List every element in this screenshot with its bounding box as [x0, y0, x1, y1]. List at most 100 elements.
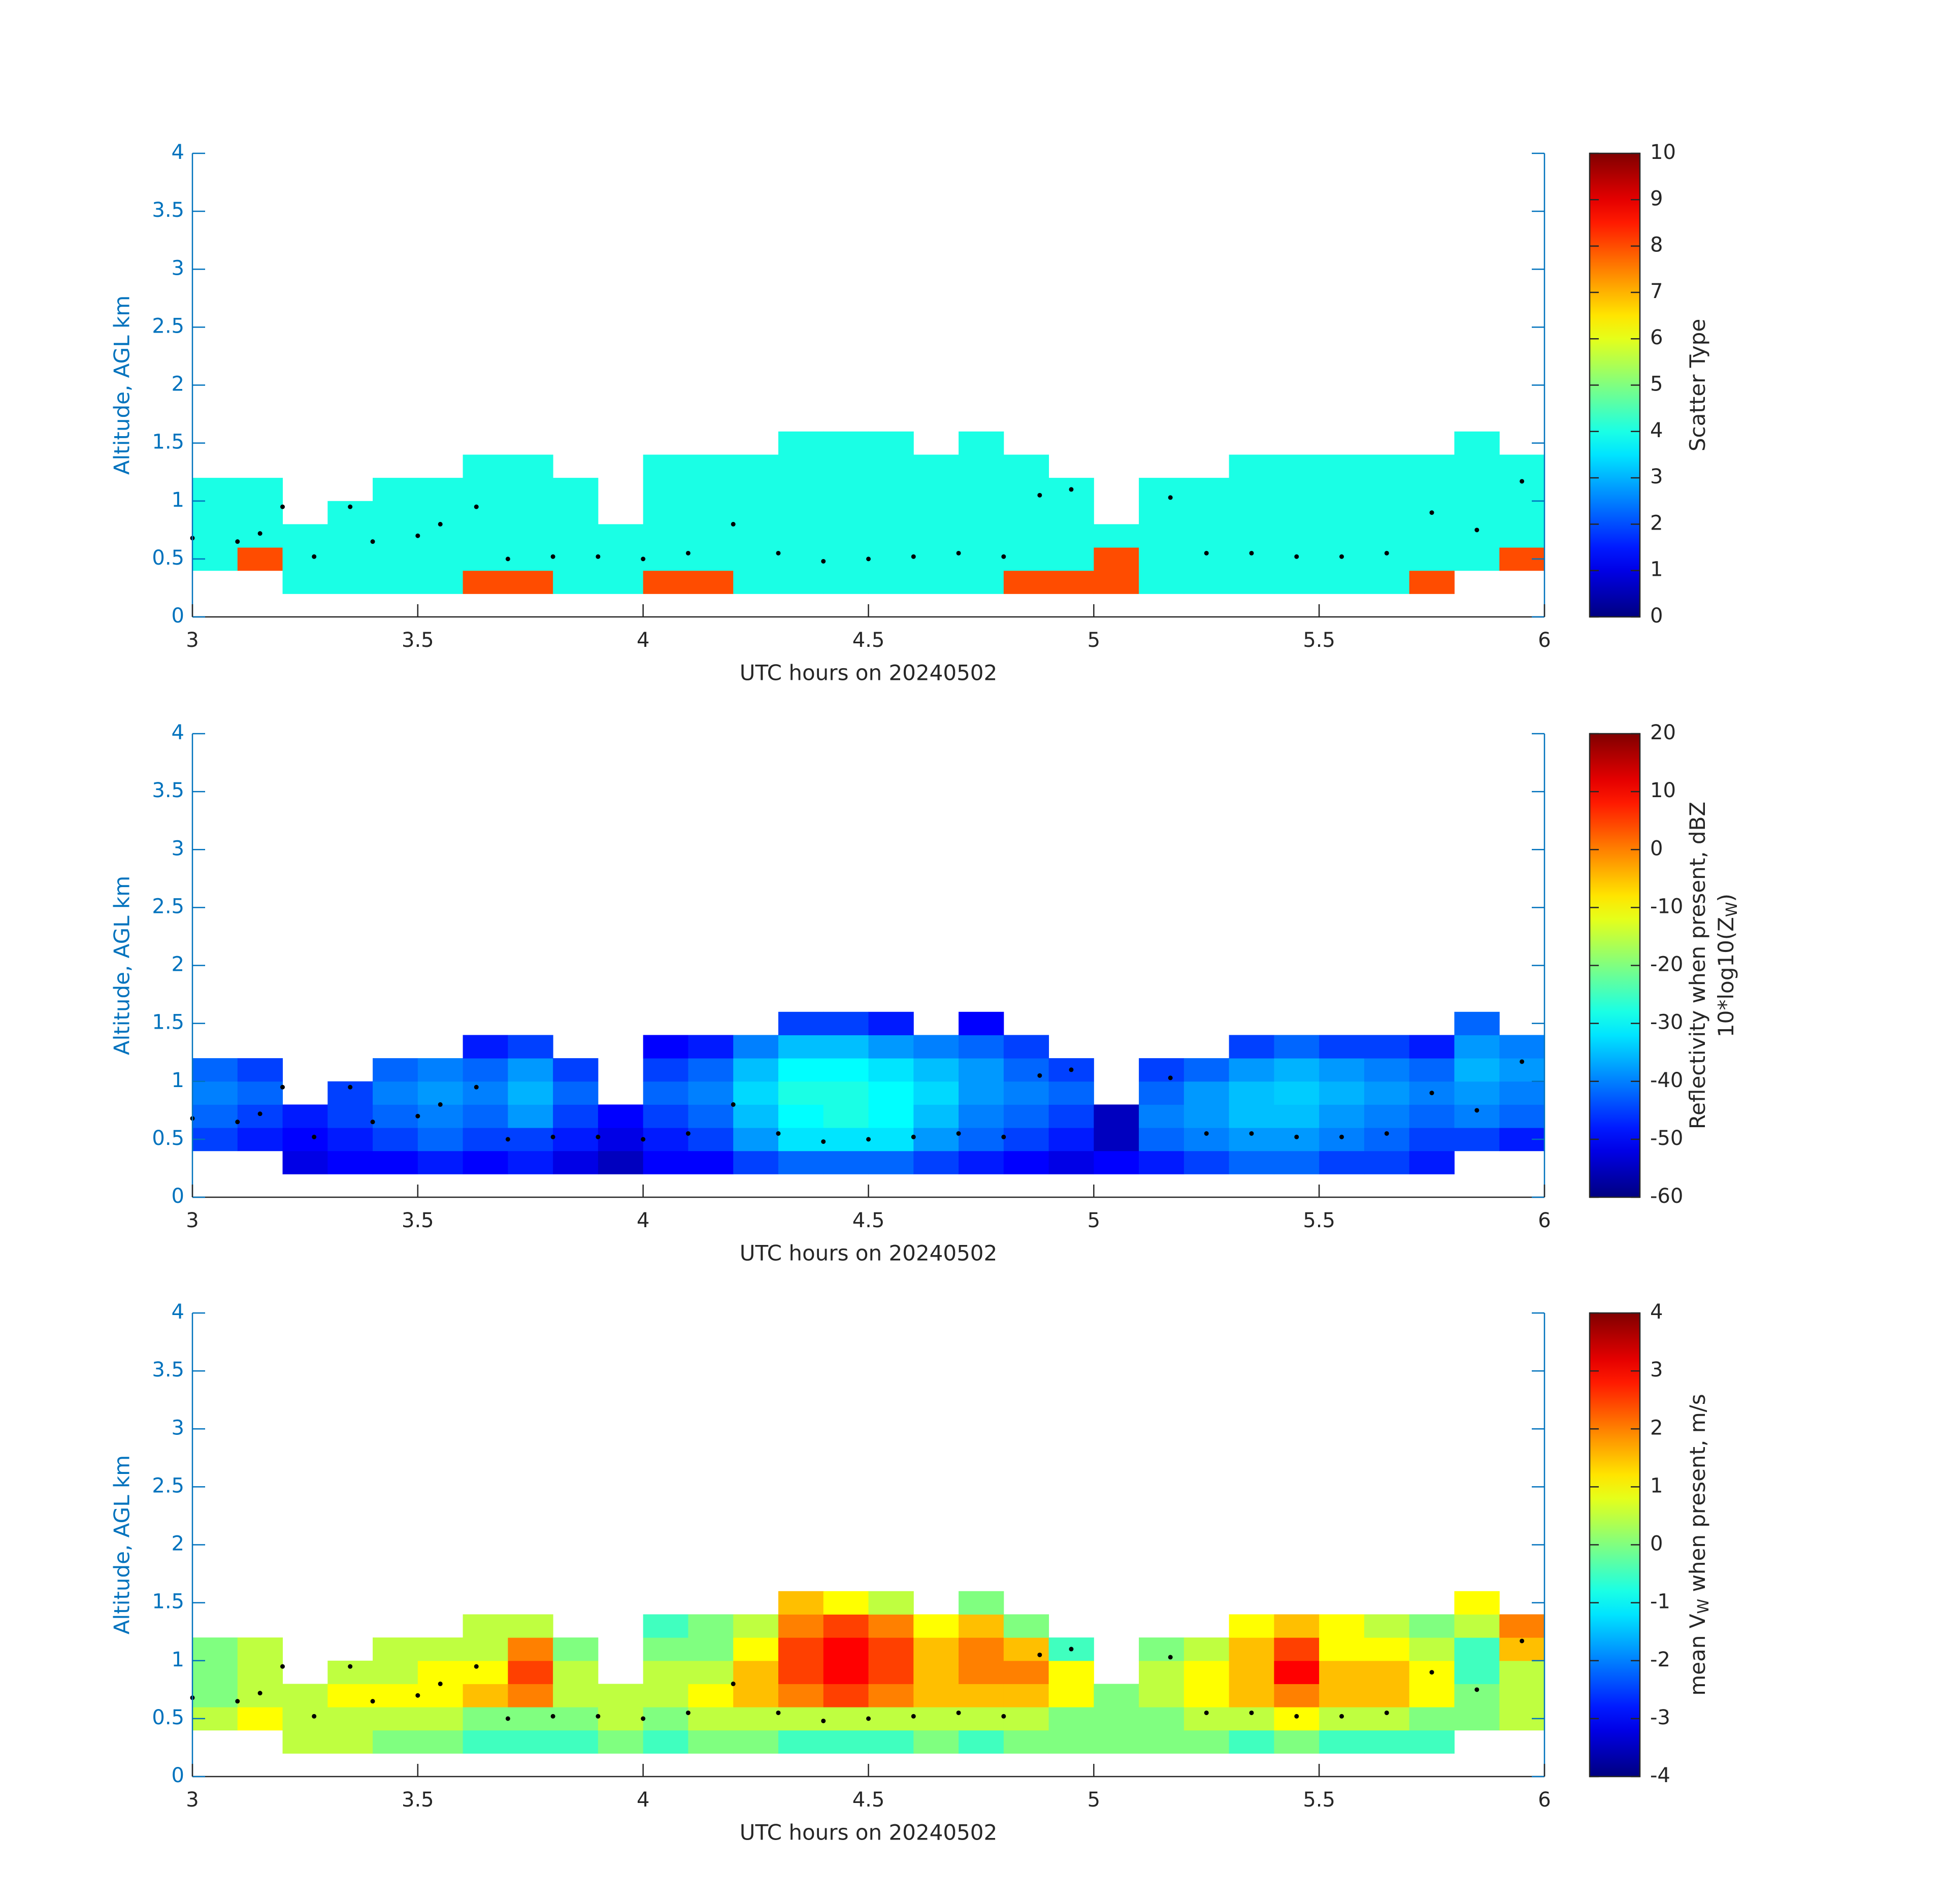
- heatmap-cell: [1274, 570, 1320, 594]
- heatmap-cell: [959, 1614, 1004, 1638]
- heatmap-cell: [463, 478, 508, 502]
- heatmap-cell: [643, 1035, 688, 1059]
- heatmap-cell: [1274, 1128, 1320, 1152]
- heatmap-cell: [1499, 1660, 1545, 1684]
- heatmap-cell: [508, 1104, 553, 1128]
- heatmap-cell: [643, 1058, 688, 1082]
- cloud-base-dot: [348, 504, 353, 509]
- cloud-base-dot: [370, 539, 375, 544]
- heatmap-cell: [1139, 1707, 1184, 1731]
- heatmap-cell: [1003, 524, 1049, 548]
- heatmap-cell: [913, 454, 959, 478]
- heatmap-cell: [373, 1081, 418, 1105]
- heatmap-cell: [733, 524, 779, 548]
- heatmap-cell: [913, 1684, 959, 1708]
- colorbar-tick-label: 2: [1650, 511, 1663, 535]
- heatmap-cell: [1183, 1058, 1230, 1082]
- heatmap-cell: [1274, 1637, 1320, 1661]
- heatmap-cell: [417, 547, 464, 571]
- heatmap-cell: [643, 1707, 688, 1731]
- heatmap-cell: [959, 1707, 1004, 1731]
- x-tick-label: 3.5: [402, 629, 434, 652]
- cloud-base-dot: [866, 1716, 871, 1721]
- cloud-base-dot: [1069, 1647, 1074, 1652]
- heatmap-cell: [1003, 454, 1049, 478]
- cloud-base-dot: [235, 1120, 240, 1125]
- heatmap-cell: [823, 1591, 869, 1615]
- colorbar-tick-label: 5: [1650, 373, 1663, 396]
- heatmap-cell: [1139, 570, 1184, 594]
- y-tick-label: 4: [172, 141, 184, 164]
- y-tick-label: 4: [172, 721, 184, 744]
- heatmap-cell: [1048, 1707, 1094, 1731]
- heatmap-cell: [1183, 501, 1230, 524]
- heatmap-cell: [688, 570, 734, 594]
- cloud-base-dot: [474, 504, 479, 509]
- heatmap-cell: [823, 1730, 869, 1754]
- heatmap-cell: [463, 501, 508, 524]
- heatmap-cell: [643, 1614, 688, 1638]
- heatmap-cell: [643, 1637, 688, 1661]
- colorbar-tick-label: 0: [1650, 837, 1663, 860]
- cloud-base-dot: [731, 1681, 736, 1686]
- heatmap-cell: [643, 1104, 688, 1128]
- cloud-base-dot: [685, 550, 690, 555]
- heatmap-cell: [1139, 1128, 1184, 1152]
- cloud-base-dot: [474, 1085, 479, 1090]
- cloud-base-dot: [866, 556, 871, 562]
- heatmap-cell: [868, 1707, 914, 1731]
- heatmap-cell: [1139, 1637, 1184, 1661]
- heatmap-cell: [463, 454, 508, 478]
- heatmap-cell: [1454, 1011, 1500, 1035]
- colorbar-tick-label: 3: [1650, 1358, 1663, 1382]
- cloud-base-dot: [1429, 1670, 1434, 1675]
- heatmap-cell: [959, 1081, 1004, 1105]
- heatmap-cell: [733, 1151, 779, 1174]
- heatmap-cell: [1409, 1684, 1455, 1708]
- heatmap-cell: [1003, 1035, 1049, 1059]
- heatmap-cell: [1048, 1081, 1094, 1105]
- colorbar-tick-label: 0: [1650, 1532, 1663, 1556]
- heatmap-cell: [508, 1035, 553, 1059]
- heatmap-cell: [913, 1081, 959, 1105]
- heatmap-cell: [688, 1707, 734, 1731]
- heatmap-cell: [643, 501, 688, 524]
- heatmap-cell: [463, 524, 508, 548]
- cloud-base-dot: [550, 1134, 555, 1139]
- heatmap-cell: [1409, 478, 1455, 502]
- cloud-base-dot: [1520, 479, 1525, 484]
- colorbar-label-part: Reflectivity when present, dBZ: [1685, 802, 1710, 1129]
- heatmap-cell: [1183, 1660, 1230, 1684]
- heatmap-cell: [1183, 1104, 1230, 1128]
- cloud-base-dot: [1294, 1134, 1299, 1139]
- cloud-base-dot: [1339, 1714, 1344, 1719]
- cloud-base-dot: [866, 1137, 871, 1142]
- heatmap-cell: [1499, 1081, 1545, 1105]
- heatmap-cell: [1454, 1591, 1500, 1615]
- heatmap-cell: [688, 1151, 734, 1174]
- heatmap-cell: [1048, 1151, 1094, 1174]
- heatmap-cell: [778, 1730, 824, 1754]
- cloud-base-dot: [776, 550, 781, 555]
- cloud-base-dot: [257, 1691, 262, 1696]
- cloud-base-dot: [348, 1664, 353, 1669]
- heatmap-cell: [778, 1035, 824, 1059]
- cloud-base-dot: [1204, 1710, 1209, 1715]
- heatmap-cell: [553, 1707, 599, 1731]
- heatmap-cell: [868, 547, 914, 571]
- heatmap-cell: [282, 1104, 328, 1128]
- cloud-base-dot: [1168, 495, 1173, 500]
- x-tick-label: 5.5: [1303, 629, 1335, 652]
- colorbar-label-part: W: [1723, 902, 1741, 917]
- cloud-base-dot: [415, 1693, 420, 1698]
- heatmap-cell: [823, 1614, 869, 1638]
- y-tick-label: 0.5: [152, 1706, 184, 1729]
- heatmap-cell: [1364, 524, 1410, 548]
- heatmap-cell: [1048, 1684, 1094, 1708]
- heatmap-cell: [688, 1128, 734, 1152]
- heatmap-cell: [868, 1035, 914, 1059]
- heatmap-cell: [959, 478, 1004, 502]
- heatmap-cell: [327, 524, 373, 548]
- heatmap-cell: [959, 1035, 1004, 1059]
- x-tick-label: 3.5: [402, 1788, 434, 1812]
